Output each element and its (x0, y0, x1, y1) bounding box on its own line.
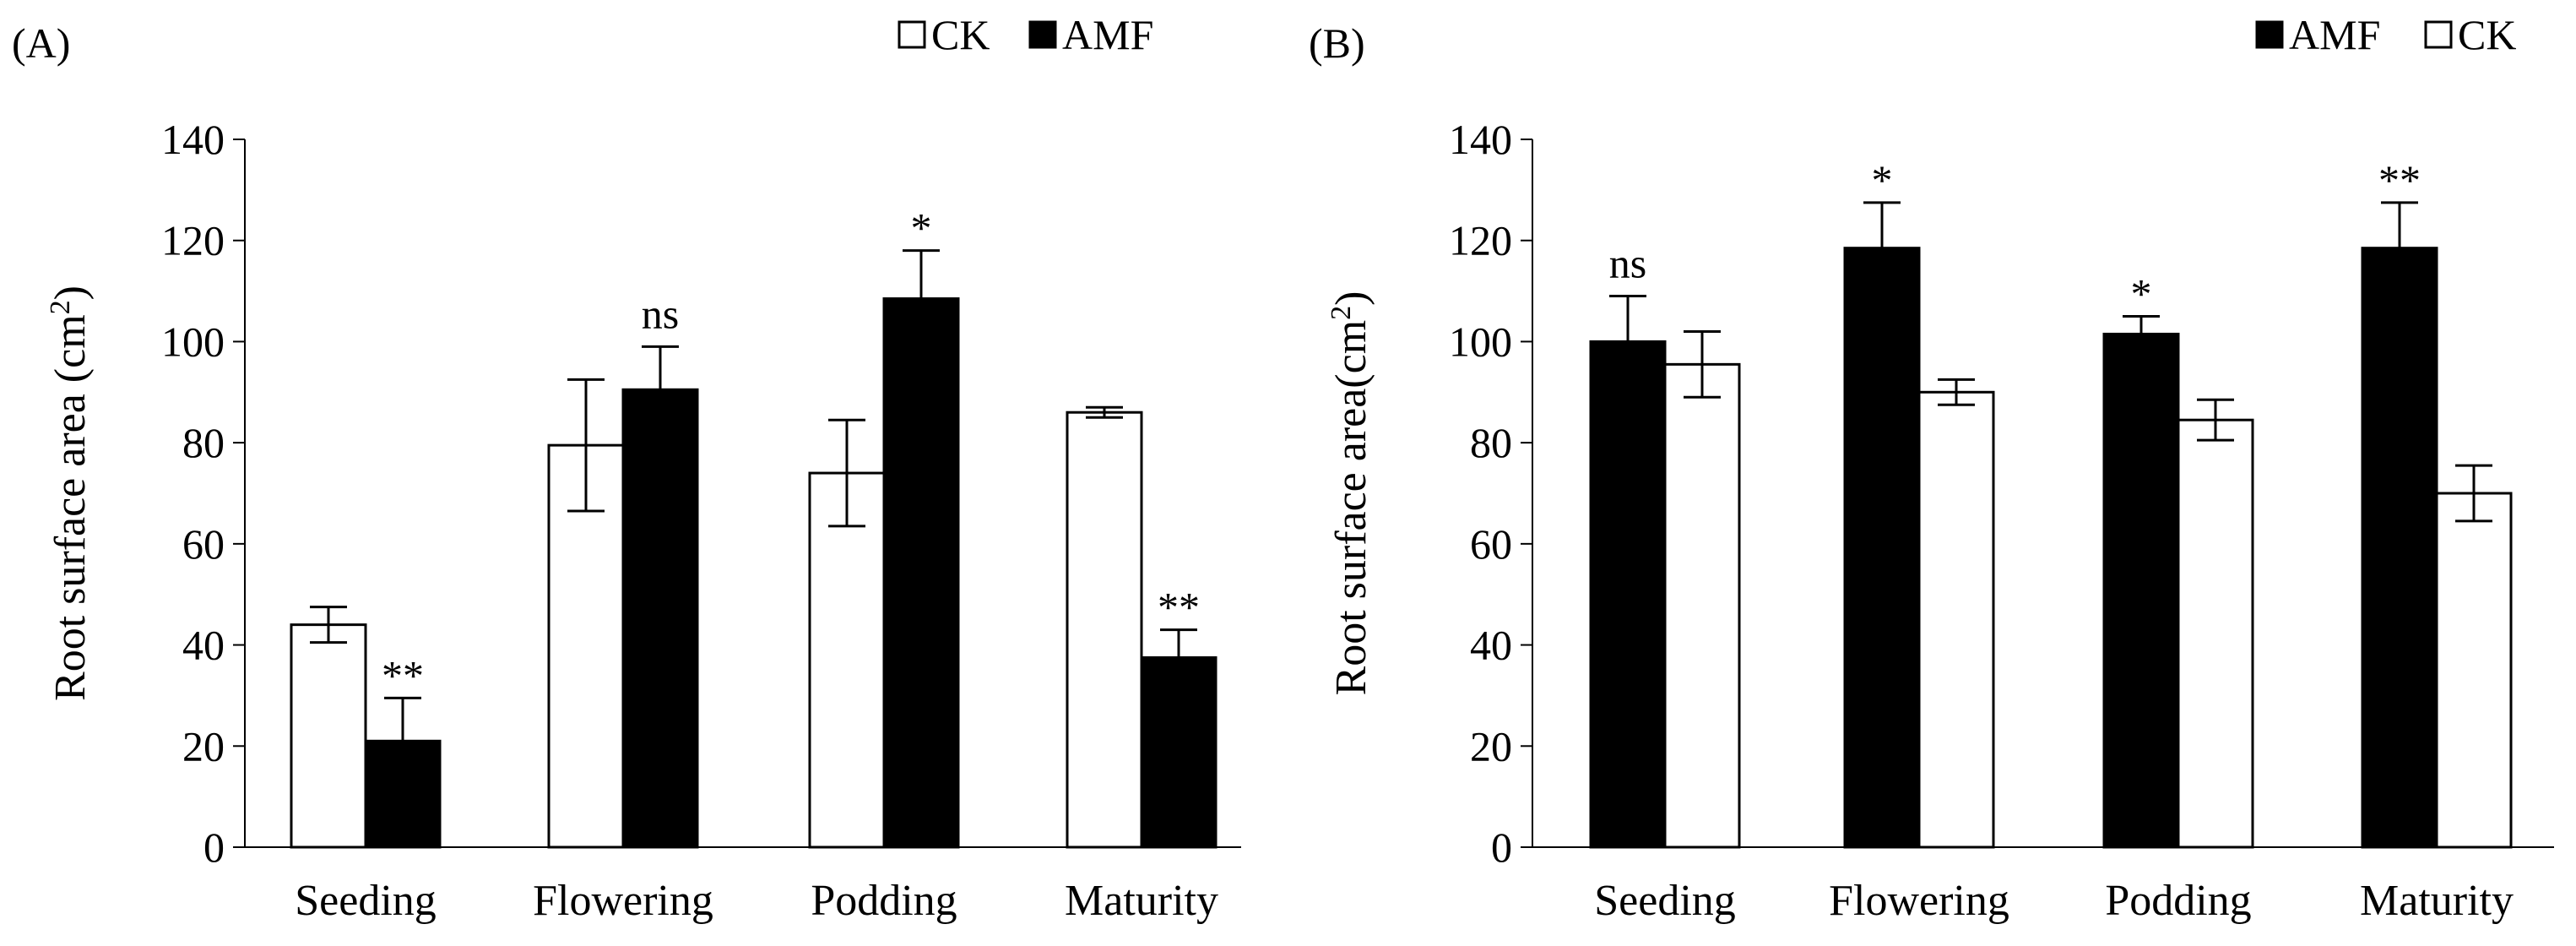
significance-label: * (1872, 156, 1893, 204)
significance-label: ** (1158, 584, 1200, 631)
y-tick-label: 60 (182, 520, 225, 568)
y-tick-label: 100 (1449, 318, 1512, 365)
significance-label: ** (2378, 156, 2421, 204)
bar-amf (1843, 247, 1921, 849)
significance-label: * (911, 204, 932, 252)
bar-ck (2177, 418, 2254, 849)
y-tick-label: 0 (1491, 824, 1512, 871)
legend: AMF CK (2255, 11, 2516, 58)
panel-label: (A) (12, 19, 70, 67)
y-tick-label: 0 (203, 824, 225, 871)
y-axis-label-text: Root surface area(cm (1327, 320, 1375, 696)
significance-label: * (2131, 270, 2152, 318)
legend-label-amf: AMF (2289, 11, 2380, 58)
chart-panel-b: (B) 0 20 40 60 80 100 120 140 Root surface area(c… (1309, 11, 2554, 925)
legend-swatch-amf (1028, 20, 1057, 49)
bar-amf (1589, 340, 1667, 849)
bar-ck (1917, 390, 1995, 849)
y-tick-label: 140 (161, 116, 225, 163)
legend: CK AMF (898, 11, 1153, 58)
x-category-label: Maturity (1065, 877, 1218, 925)
y-tick-label: 40 (1470, 622, 1512, 669)
bar-ck (1066, 410, 1143, 849)
bar-ck (2435, 492, 2513, 849)
x-category-label: Seeding (295, 877, 437, 925)
x-category-label: Flowering (533, 877, 713, 925)
y-tick-label: 120 (161, 217, 225, 264)
panel-label: (B) (1309, 19, 1365, 67)
y-tick-label: 120 (1449, 217, 1512, 264)
legend-label-ck: CK (2458, 11, 2516, 58)
y-axis-label-close: ) (1327, 291, 1375, 306)
significance-label: ns (642, 290, 679, 337)
legend-label-amf: AMF (1062, 11, 1153, 58)
x-category-label: Maturity (2360, 877, 2514, 925)
bar-amf (621, 388, 699, 849)
y-tick-label: 60 (1470, 520, 1512, 568)
bar-amf (364, 739, 442, 849)
y-tick-label: 140 (1449, 116, 1512, 163)
significance-label: ** (382, 651, 424, 699)
y-tick-label: 80 (1470, 419, 1512, 466)
bar-amf (1140, 656, 1217, 849)
bar-ck (808, 471, 886, 849)
y-axis-label-close: ) (46, 285, 95, 300)
y-tick-label: 80 (182, 419, 225, 466)
y-tick-label: 20 (182, 722, 225, 769)
x-category-label: Seeding (1594, 877, 1736, 925)
legend-swatch-ck (898, 20, 926, 49)
y-axis-label-text: Root surface area (cm (46, 314, 95, 701)
x-category-label: Podding (2105, 877, 2251, 925)
y-axis-label: Root surface area(cm2) (1326, 291, 1376, 696)
chart-panel-a: (A) 0 20 40 60 80 100 120 140 Root surface area (… (12, 11, 1241, 925)
bar-amf (882, 297, 960, 849)
x-category-label: Flowering (1829, 877, 2009, 925)
y-tick-label: 100 (161, 318, 225, 365)
bar-amf (2361, 247, 2438, 849)
y-axis-label-superscript: 2 (45, 300, 76, 314)
x-category-label: Podding (811, 877, 957, 925)
significance-label: ns (1609, 240, 1646, 287)
legend-label-ck: CK (931, 11, 990, 58)
bar-amf (2102, 332, 2180, 849)
y-tick-label: 20 (1470, 722, 1512, 769)
y-tick-label: 40 (182, 622, 225, 669)
bar-ck (1663, 362, 1741, 849)
legend-swatch-ck (2424, 20, 2453, 49)
y-axis-label: Root surface area (cm2) (45, 285, 95, 701)
y-axis-label-superscript: 2 (1326, 306, 1357, 320)
bar-ck (290, 623, 367, 849)
legend-swatch-amf (2255, 20, 2284, 49)
